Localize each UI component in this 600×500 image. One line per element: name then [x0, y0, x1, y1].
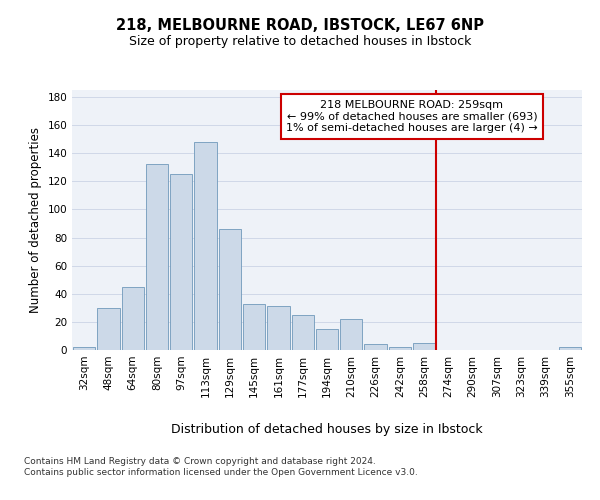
Bar — [340, 319, 362, 350]
Bar — [73, 347, 95, 350]
Bar — [122, 287, 144, 350]
Bar — [218, 229, 241, 350]
Bar — [243, 304, 265, 350]
Bar — [413, 343, 436, 350]
Text: 218 MELBOURNE ROAD: 259sqm
← 99% of detached houses are smaller (693)
1% of semi: 218 MELBOURNE ROAD: 259sqm ← 99% of deta… — [286, 100, 538, 133]
Text: Size of property relative to detached houses in Ibstock: Size of property relative to detached ho… — [129, 35, 471, 48]
Text: 218, MELBOURNE ROAD, IBSTOCK, LE67 6NP: 218, MELBOURNE ROAD, IBSTOCK, LE67 6NP — [116, 18, 484, 32]
Bar — [170, 174, 193, 350]
Text: Contains HM Land Registry data © Crown copyright and database right 2024.
Contai: Contains HM Land Registry data © Crown c… — [24, 458, 418, 477]
Bar — [267, 306, 290, 350]
Bar — [316, 329, 338, 350]
Y-axis label: Number of detached properties: Number of detached properties — [29, 127, 42, 313]
Text: Distribution of detached houses by size in Ibstock: Distribution of detached houses by size … — [171, 422, 483, 436]
Bar — [146, 164, 168, 350]
Bar — [97, 308, 119, 350]
Bar — [194, 142, 217, 350]
Bar — [364, 344, 387, 350]
Bar — [389, 347, 411, 350]
Bar — [292, 315, 314, 350]
Bar — [559, 347, 581, 350]
